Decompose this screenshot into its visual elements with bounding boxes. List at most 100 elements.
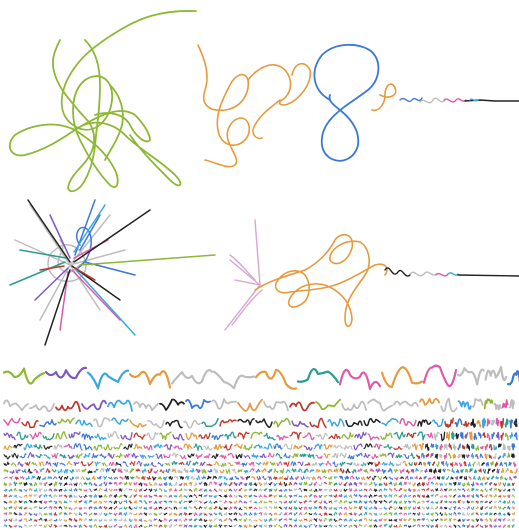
squiggle: [511, 500, 515, 504]
squiggle: [343, 506, 348, 510]
squiggle: [63, 512, 68, 516]
squiggle: [86, 477, 91, 481]
squiggle: [328, 494, 333, 497]
squiggle: [135, 468, 141, 472]
squiggle: [163, 481, 168, 486]
squiggle: [157, 476, 162, 480]
squiggle: [333, 518, 338, 522]
squiggle: [462, 494, 466, 498]
squiggle: [399, 476, 404, 480]
squiggle: [283, 443, 293, 451]
squiggle: [146, 475, 151, 480]
squiggle: [58, 475, 63, 481]
squiggle: [203, 445, 213, 451]
squiggle: [325, 460, 332, 467]
squiggle: [328, 518, 333, 522]
squiggle: [489, 506, 493, 510]
squiggle: [93, 482, 98, 487]
squiggle: [163, 512, 168, 516]
squiggle: [378, 512, 383, 516]
squiggle: [343, 494, 348, 498]
squiggle: [507, 500, 511, 504]
squiggle: [118, 481, 123, 485]
squiggle: [103, 518, 108, 522]
squiggle: [327, 418, 345, 427]
squiggle: [233, 523, 238, 528]
squiggle: [233, 443, 243, 449]
squiggle: [318, 524, 323, 528]
squiggle: [185, 432, 198, 441]
squiggle: [478, 468, 482, 473]
squiggle: [388, 476, 393, 481]
squiggle: [45, 461, 52, 467]
squiggle: [83, 452, 91, 459]
squiggle: [360, 462, 367, 467]
squiggle: [178, 500, 183, 504]
squiggle: [502, 494, 506, 498]
squiggle: [333, 468, 339, 473]
squiggle: [323, 500, 328, 505]
squiggle: [173, 523, 178, 527]
squiggle: [453, 511, 457, 516]
squiggle: [297, 468, 303, 474]
squiggle: [511, 518, 515, 522]
squiggle: [233, 494, 238, 498]
squiggle: [383, 494, 388, 498]
squiggle: [421, 482, 425, 487]
squiggle: [348, 488, 353, 492]
squiggle: [228, 524, 233, 528]
squiggle: [484, 488, 488, 493]
squiggle: [267, 452, 275, 458]
squiggle: [117, 468, 123, 474]
squiggle: [473, 469, 478, 474]
squiggle: [482, 468, 487, 474]
squiggle: [23, 512, 28, 516]
squiggle: [406, 432, 417, 439]
squiggle: [415, 468, 419, 472]
squiggle: [425, 443, 430, 451]
squiggle: [43, 494, 48, 498]
squiggle: [353, 488, 358, 492]
squiggle: [475, 506, 479, 510]
squiggle: [178, 524, 183, 527]
squiggle: [333, 482, 338, 486]
squiggle: [317, 475, 322, 480]
squiggle: [308, 512, 313, 516]
squiggle: [507, 524, 511, 528]
squiggle: [267, 476, 272, 481]
squiggle: [253, 512, 258, 516]
squiggle: [143, 488, 148, 492]
squiggle: [493, 494, 497, 498]
squiggle: [138, 512, 143, 516]
squiggle: [63, 443, 73, 450]
squiggle: [454, 418, 463, 428]
squiggle: [298, 482, 303, 486]
squiggle: [103, 488, 108, 492]
squiggle: [113, 476, 118, 480]
squiggle: [373, 443, 383, 450]
squiggle: [80, 476, 85, 481]
squiggle: [493, 453, 497, 460]
squiggle: [306, 476, 311, 481]
squiggle: [28, 518, 33, 522]
squiggle: [170, 369, 214, 385]
squiggle: [288, 481, 293, 486]
squiggle: [248, 482, 253, 486]
squiggle: [343, 524, 348, 528]
squiggle: [73, 482, 78, 487]
squiggle: [408, 500, 412, 504]
squiggle: [308, 500, 313, 503]
squiggle: [128, 500, 133, 504]
squiggle: [393, 482, 398, 487]
squiggle: [426, 518, 430, 522]
squiggle: [24, 461, 31, 466]
squiggle: [78, 524, 83, 528]
squiggle: [123, 453, 131, 459]
squiggle: [328, 476, 333, 480]
squiggle: [211, 398, 237, 410]
squiggle: [432, 418, 444, 428]
squiggle: [332, 461, 339, 468]
squiggle: [455, 469, 460, 474]
squiggle: [172, 433, 185, 441]
squiggle: [118, 488, 123, 492]
